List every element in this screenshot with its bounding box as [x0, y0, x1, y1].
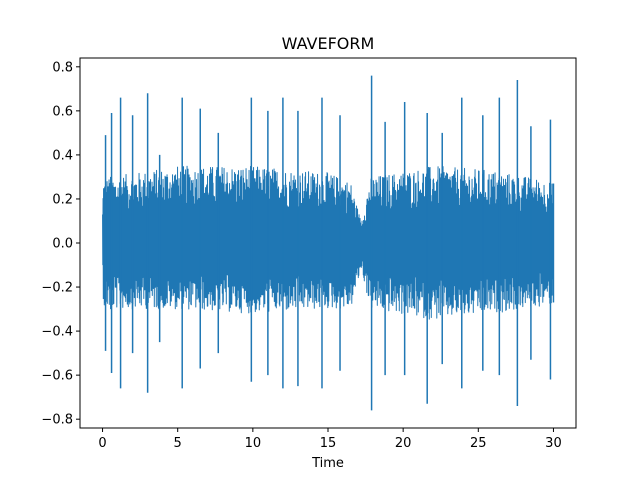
- x-tick-label: 10: [245, 436, 262, 451]
- waveform-line: [102, 165, 554, 320]
- y-tick-label: −0.8: [41, 413, 73, 428]
- y-tick-label: −0.2: [41, 281, 73, 296]
- x-tick-label: 30: [545, 436, 562, 451]
- x-tick-label: 15: [320, 436, 337, 451]
- y-tick-label: 0.2: [52, 192, 73, 207]
- x-tick-label: 5: [174, 436, 182, 451]
- y-tick-label: −0.6: [41, 369, 73, 384]
- chart-title: WAVEFORM: [282, 34, 375, 53]
- x-axis: 0 5 10 15 20 25 30: [98, 428, 562, 451]
- plot-area: [102, 75, 555, 411]
- x-tick-label: 0: [98, 436, 106, 451]
- y-tick-label: 0.0: [52, 237, 73, 252]
- x-tick-label: 20: [395, 436, 412, 451]
- y-tick-label: 0.6: [52, 104, 73, 119]
- y-tick-label: 0.8: [52, 60, 73, 75]
- y-tick-label: −0.4: [41, 325, 73, 340]
- y-axis: −0.8 −0.6 −0.4 −0.2 0.0 0.2 0.4 0.6 0.8: [41, 60, 80, 428]
- x-tick-label: 25: [470, 436, 487, 451]
- y-tick-label: 0.4: [52, 148, 73, 163]
- x-axis-title: Time: [311, 456, 344, 471]
